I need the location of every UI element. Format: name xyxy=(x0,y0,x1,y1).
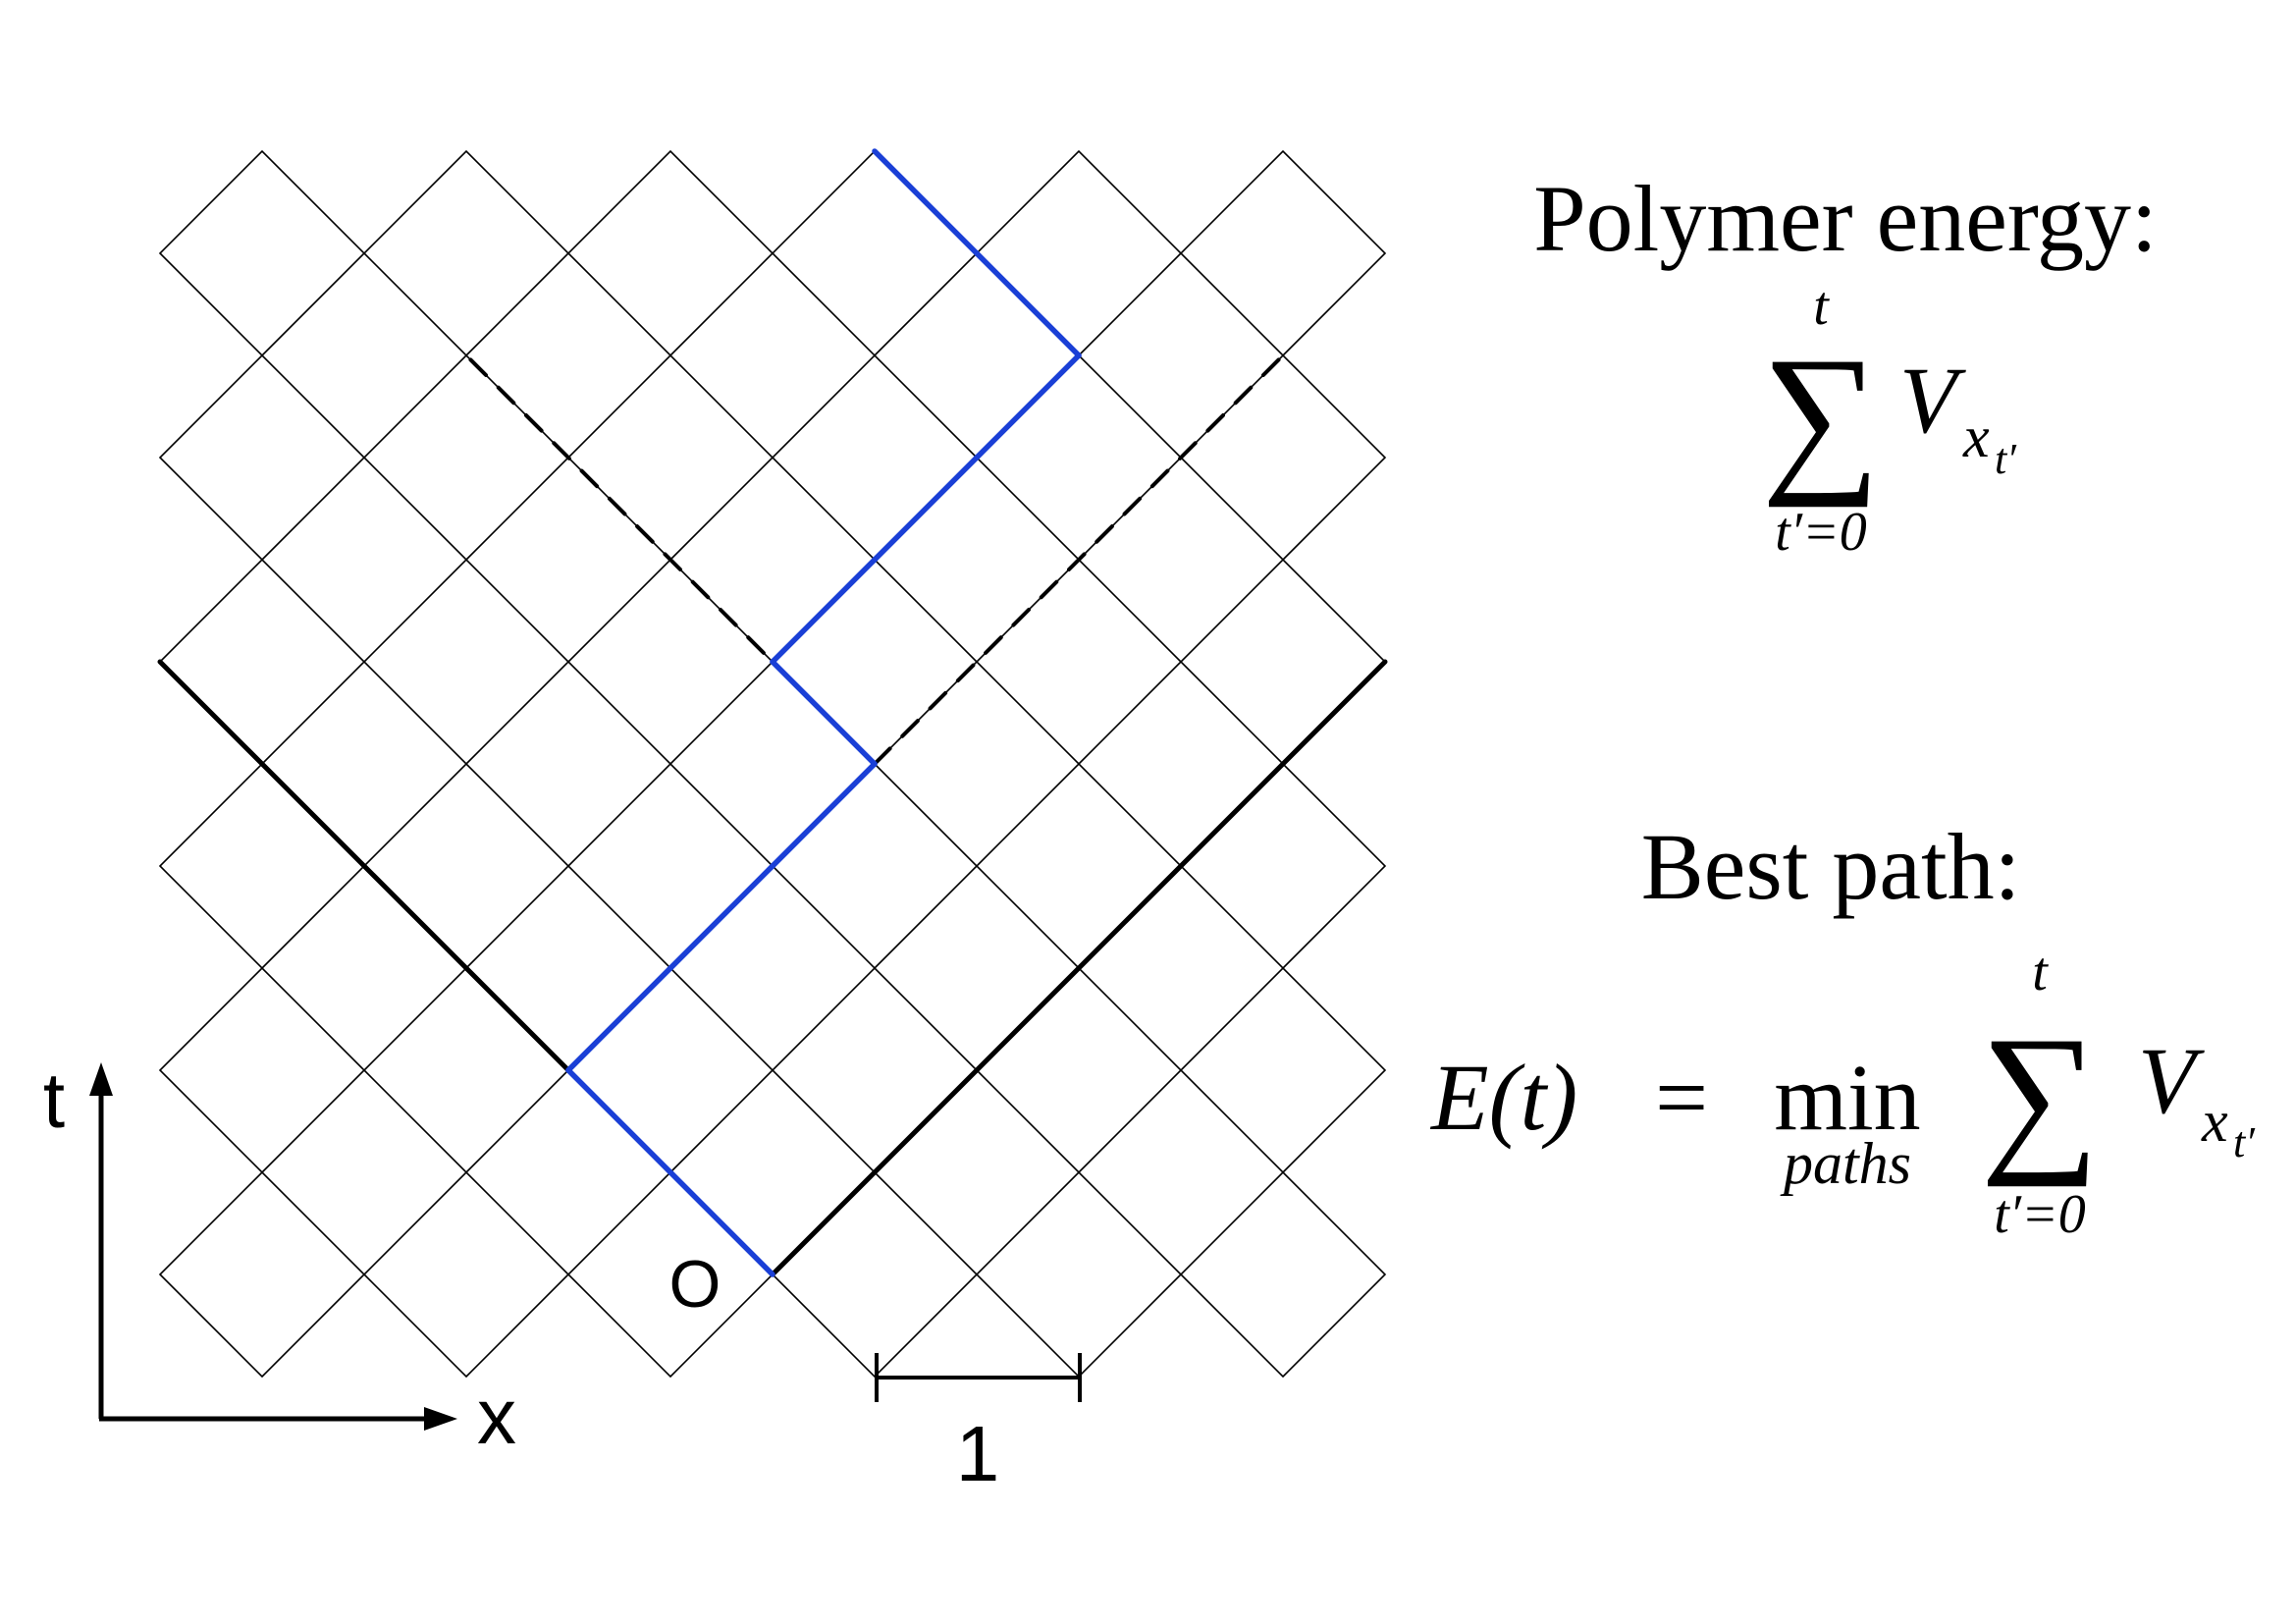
best-path-term-subscript-x: x xyxy=(2201,1089,2228,1154)
lattice-cell xyxy=(158,1170,366,1379)
best-path-min-subscript: paths xyxy=(1780,1131,1911,1196)
lattice-cell xyxy=(362,353,570,562)
energy-term-v: V xyxy=(1899,348,1966,453)
best-path-sum-upper-limit: t xyxy=(2032,942,2049,1002)
energy-term-subscript-tprime: t′ xyxy=(1995,435,2017,483)
unit-scale-bar: 1 xyxy=(875,1353,1082,1497)
lattice-cell xyxy=(566,762,774,970)
lattice-cell xyxy=(566,353,774,562)
diamond-lattice-grid xyxy=(158,149,1387,1379)
lattice-cell xyxy=(362,558,570,766)
x-axis-label: x xyxy=(477,1373,516,1460)
lattice-cell xyxy=(362,966,570,1174)
polymer-energy-heading: Polymer energy: xyxy=(1533,166,2157,271)
polymer-path-segment xyxy=(770,761,878,869)
lattice-cell xyxy=(158,353,366,562)
light-cone-right-edge xyxy=(770,659,1388,1277)
lattice-cell xyxy=(771,1170,979,1379)
best-path-heading: Best path: xyxy=(1641,814,2021,919)
lattice-cell xyxy=(771,762,979,970)
scale-bar-label: 1 xyxy=(956,1410,1000,1497)
coordinate-axes: t x O xyxy=(43,1056,721,1460)
best-path-term-v: V xyxy=(2138,1028,2205,1133)
lattice-cell xyxy=(1179,1170,1387,1379)
polymer-path-segment xyxy=(667,1169,775,1277)
lattice-cell xyxy=(975,1170,1183,1379)
lattice-cell xyxy=(1179,762,1387,970)
energy-sum-upper-limit: t xyxy=(1813,276,1830,337)
lattice-cell xyxy=(362,149,570,357)
polymer-path-segment xyxy=(974,352,1082,460)
t-axis-label: t xyxy=(43,1056,65,1144)
best-path-sum-symbol: ∑ xyxy=(1980,1002,2099,1187)
lattice-cell xyxy=(566,966,774,1174)
polymer-path xyxy=(565,148,1082,1277)
light-cone-boundaries xyxy=(157,353,1388,1277)
x-axis-arrowhead xyxy=(424,1407,457,1431)
best-path-lhs: E(t) xyxy=(1429,1045,1577,1150)
lattice-cell xyxy=(975,353,1183,562)
lattice-cell xyxy=(975,966,1183,1174)
lattice-cell xyxy=(771,353,979,562)
lattice-cell xyxy=(158,558,366,766)
best-path-equals: = xyxy=(1655,1045,1708,1150)
polymer-path-segment xyxy=(667,863,775,971)
best-path-min-operator: min xyxy=(1774,1045,1920,1150)
lattice-cell xyxy=(566,558,774,766)
lattice-cell xyxy=(1179,149,1387,357)
lattice-cell xyxy=(975,149,1183,357)
lattice-cell xyxy=(158,149,366,357)
lattice-cell xyxy=(158,966,366,1174)
lattice-cell xyxy=(771,966,979,1174)
lattice-cell xyxy=(1179,353,1387,562)
t-axis-arrowhead xyxy=(89,1062,113,1096)
energy-sum-symbol: ∑ xyxy=(1761,323,1880,508)
polymer-path-segment xyxy=(974,250,1082,358)
polymer-path-segment xyxy=(770,659,878,767)
lattice-cell xyxy=(1179,966,1387,1174)
lattice-cell xyxy=(566,149,774,357)
lattice-cell xyxy=(362,1170,570,1379)
energy-sum-lower-limit: t′=0 xyxy=(1775,502,1867,563)
polymer-energy-formula: Polymer energy: t ∑ t′=0 V x t′ xyxy=(1533,166,2157,563)
origin-label: O xyxy=(669,1247,721,1322)
polymer-path-segment xyxy=(872,148,980,256)
energy-term-subscript-x: x xyxy=(1962,405,1990,469)
lattice-cell xyxy=(362,762,570,970)
best-path-formula: Best path: E(t) = min paths t ∑ t′=0 V x… xyxy=(1429,814,2256,1245)
lattice-cell xyxy=(771,149,979,357)
polymer-path-segment xyxy=(872,455,980,563)
lattice-cell xyxy=(771,558,979,766)
best-path-sum-lower-limit: t′=0 xyxy=(1994,1184,2086,1245)
lattice-cell xyxy=(975,762,1183,970)
lattice-cell xyxy=(975,558,1183,766)
polymer-path-segment xyxy=(565,965,673,1073)
polymer-path-segment xyxy=(565,1067,673,1175)
best-path-term-subscript-tprime: t′ xyxy=(2233,1118,2256,1166)
dashed-cone-right-edge xyxy=(873,353,1285,766)
lattice-cell xyxy=(158,762,366,970)
polymer-path-segment xyxy=(770,557,878,665)
lattice-cell xyxy=(1179,558,1387,766)
